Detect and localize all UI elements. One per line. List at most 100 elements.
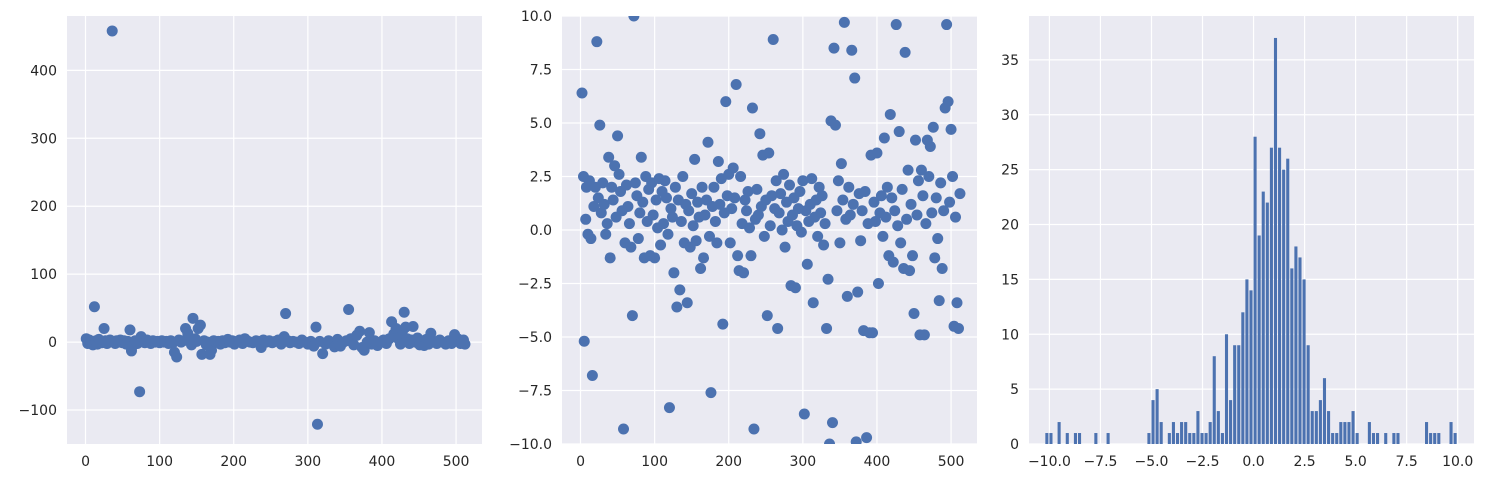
histogram-bar (1175, 433, 1180, 444)
histogram-bar (1224, 334, 1229, 444)
scatter-point (815, 207, 827, 219)
scatter-point (917, 190, 929, 202)
scatter-point (745, 250, 757, 262)
scatter-point (772, 322, 784, 334)
scatter-point (720, 96, 732, 108)
scatter-point (317, 348, 329, 360)
histogram-bar (1208, 422, 1212, 444)
x-tick-label: 300 (294, 454, 321, 470)
scatter-point (847, 198, 859, 210)
histogram-bar (1437, 433, 1441, 444)
y-tick-label: 0 (1010, 437, 1019, 453)
histogram-bar (1257, 235, 1261, 444)
scatter-point (846, 44, 858, 56)
scatter-point (824, 438, 836, 444)
scatter-point (600, 228, 612, 240)
scatter-point (612, 130, 624, 142)
scatter-point (681, 297, 693, 309)
histogram-bar (1261, 191, 1265, 444)
scatter-point (629, 177, 641, 189)
scatter-point (595, 207, 607, 219)
scatter-point (705, 387, 717, 399)
scatter-point (687, 220, 699, 232)
histogram-bar (1147, 433, 1151, 444)
histogram-bar (1335, 433, 1339, 444)
y-tick-label: −2.5 (518, 277, 552, 293)
histogram-bar (1237, 345, 1241, 444)
scatter-point (730, 78, 742, 90)
histogram-bar (1167, 433, 1171, 444)
x-tick-label: 100 (641, 454, 668, 470)
histogram-bar (1049, 433, 1053, 444)
histogram-bar (1433, 433, 1437, 444)
scatter-point (880, 211, 892, 223)
scatter-point (761, 310, 773, 322)
scatter-point (738, 267, 750, 279)
data-marks (1045, 37, 1457, 444)
scatter-point (843, 181, 855, 193)
scatter-point (821, 322, 833, 334)
scatter-point (717, 318, 729, 330)
scatter-point (813, 181, 825, 193)
scatter-point (695, 263, 707, 275)
scatter-point (819, 218, 831, 230)
histogram-bar (1184, 422, 1188, 444)
y-tick-label: −100 (19, 403, 57, 419)
scatter-point (741, 205, 753, 217)
gridlines (67, 16, 482, 444)
scatter-point (816, 190, 828, 202)
scatter-point (603, 151, 615, 163)
scatter-point (606, 181, 618, 193)
scatter-point (187, 312, 199, 324)
scatter-point (665, 203, 677, 215)
histogram-bar (1253, 136, 1257, 444)
scatter-point (798, 408, 810, 420)
scatter-point (754, 128, 766, 140)
scatter-point (580, 213, 592, 225)
histogram-bar (1233, 345, 1237, 444)
scatter-point (698, 252, 710, 264)
scatter-chart-clipped-range: 0 100 200 300 400 500 −10.0 −7.5 −5.0 −2.5 0.0 2.5 5… (509, 9, 977, 470)
scatter-point (613, 168, 625, 180)
scatter-point (598, 198, 610, 210)
histogram-bar (1094, 433, 1098, 444)
histogram-bar (1220, 433, 1224, 444)
scatter-point (206, 344, 218, 356)
x-tick-label: 200 (715, 454, 742, 470)
scatter-point (947, 171, 959, 182)
scatter-point (683, 205, 695, 217)
scatter-point (88, 301, 100, 313)
data-marks (80, 25, 471, 430)
scatter-point (795, 226, 807, 238)
y-tick-label: 30 (1001, 108, 1019, 124)
x-tick-label: 300 (789, 454, 816, 470)
scatter-point (622, 200, 634, 212)
histogram-bar (1045, 433, 1049, 444)
scatter-point (779, 241, 791, 253)
y-tick-label: 0 (48, 335, 57, 351)
x-tick-label: 5.0 (1344, 454, 1366, 470)
scatter-point (868, 196, 880, 208)
scatter-point (607, 194, 619, 206)
scatter-point (904, 265, 916, 277)
scatter-point (764, 220, 776, 232)
scatter-point (692, 196, 704, 208)
scatter-point (859, 185, 871, 197)
scatter-point (875, 190, 887, 202)
scatter-point (727, 162, 739, 174)
scatter-point (784, 179, 796, 191)
scatter-point (801, 258, 813, 270)
scatter-point (884, 108, 896, 120)
scatter-point (594, 119, 606, 131)
x-tick-label: −10.0 (1028, 454, 1071, 470)
histogram-bar (1245, 279, 1249, 444)
scatter-point (832, 175, 844, 187)
x-tick-label: 100 (146, 454, 173, 470)
scatter-point (407, 320, 419, 332)
scatter-point (647, 209, 659, 221)
histogram-bar (1322, 378, 1327, 444)
scatter-point (773, 207, 785, 219)
histogram-bar (1057, 422, 1061, 444)
histogram-bar (1306, 345, 1310, 444)
y-tick-label: 10 (1001, 327, 1019, 343)
